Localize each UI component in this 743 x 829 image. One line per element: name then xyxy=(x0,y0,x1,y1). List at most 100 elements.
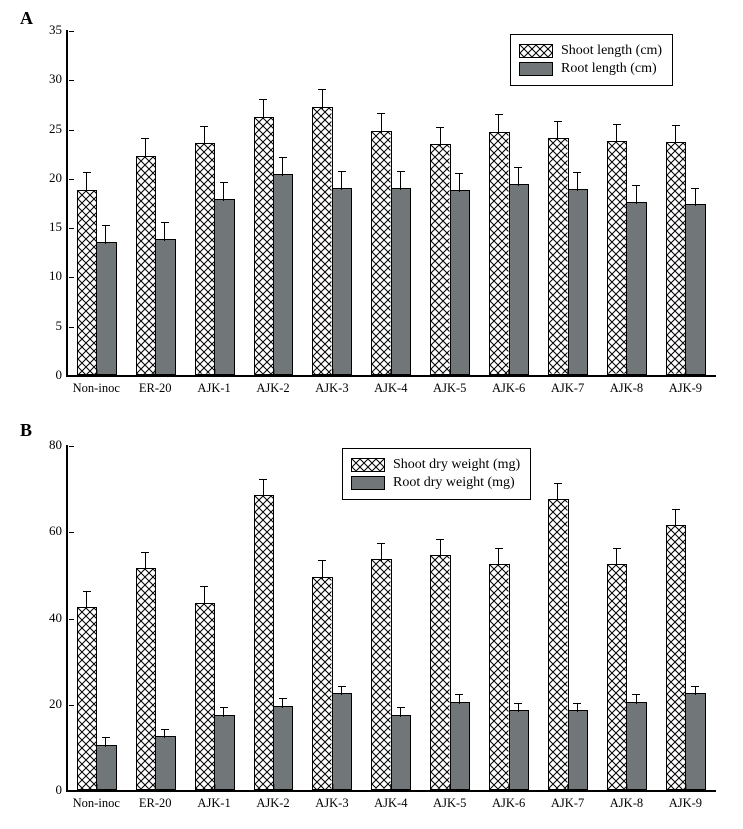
error-bar xyxy=(498,549,499,566)
bar xyxy=(155,736,175,790)
error-cap xyxy=(161,222,169,223)
error-bar xyxy=(204,127,205,146)
error-cap xyxy=(632,694,640,695)
panel-label-B: B xyxy=(20,420,32,441)
legend-item: Root length (cm) xyxy=(519,61,662,77)
error-bar xyxy=(145,553,146,570)
error-bar xyxy=(282,699,283,708)
error-bar xyxy=(695,687,696,696)
bar xyxy=(273,706,293,790)
bar xyxy=(371,131,391,375)
error-cap xyxy=(279,157,287,158)
bar xyxy=(273,174,293,375)
error-cap xyxy=(495,114,503,115)
legend-label: Shoot dry weight (mg) xyxy=(393,457,520,473)
ytick: 40 xyxy=(49,610,68,626)
bar xyxy=(312,107,332,375)
xtick: AJK-3 xyxy=(315,790,348,811)
bar xyxy=(430,144,450,375)
bar xyxy=(568,710,588,790)
error-cap xyxy=(141,138,149,139)
bar xyxy=(136,568,156,790)
bar xyxy=(96,745,116,790)
bar xyxy=(548,138,568,375)
bar xyxy=(548,499,568,790)
error-bar xyxy=(105,226,106,244)
xtick: AJK-4 xyxy=(374,375,407,396)
error-cap xyxy=(613,124,621,125)
ytick: 60 xyxy=(49,523,68,539)
xtick: Non-inoc xyxy=(73,790,120,811)
error-bar xyxy=(223,183,224,201)
error-bar xyxy=(695,189,696,207)
error-cap xyxy=(455,173,463,174)
error-bar xyxy=(498,115,499,134)
error-cap xyxy=(83,591,91,592)
bar xyxy=(607,141,627,375)
xtick: AJK-4 xyxy=(374,790,407,811)
error-cap xyxy=(436,539,444,540)
bar xyxy=(626,202,646,376)
xtick: AJK-7 xyxy=(551,790,584,811)
legend-label: Root length (cm) xyxy=(561,61,657,77)
error-cap xyxy=(377,543,385,544)
xtick: AJK-8 xyxy=(610,790,643,811)
ytick: 10 xyxy=(49,268,68,284)
xtick: AJK-8 xyxy=(610,375,643,396)
error-bar xyxy=(381,544,382,561)
xtick: AJK-9 xyxy=(669,790,702,811)
bar xyxy=(509,710,529,790)
error-cap xyxy=(455,694,463,695)
error-bar xyxy=(675,126,676,145)
error-cap xyxy=(613,548,621,549)
error-bar xyxy=(636,186,637,204)
xtick: Non-inoc xyxy=(73,375,120,396)
xtick: ER-20 xyxy=(139,375,172,396)
legend-item: Shoot length (cm) xyxy=(519,43,662,59)
ytick: 5 xyxy=(56,318,69,334)
error-cap xyxy=(632,185,640,186)
bar xyxy=(685,693,705,790)
error-cap xyxy=(259,479,267,480)
error-cap xyxy=(514,167,522,168)
bar xyxy=(371,559,391,790)
error-bar xyxy=(459,174,460,192)
error-cap xyxy=(377,113,385,114)
error-cap xyxy=(259,99,267,100)
error-cap xyxy=(220,182,228,183)
error-bar xyxy=(263,100,264,119)
error-cap xyxy=(514,703,522,704)
figure: A05101520253035Non-inocER-20AJK-1AJK-2AJ… xyxy=(0,0,743,829)
bar xyxy=(666,142,686,375)
error-cap xyxy=(436,127,444,128)
solid-swatch xyxy=(351,476,385,490)
ytick: 20 xyxy=(49,696,68,712)
error-cap xyxy=(573,703,581,704)
error-bar xyxy=(400,708,401,717)
error-bar xyxy=(518,168,519,186)
bar xyxy=(391,715,411,790)
ytick: 20 xyxy=(49,170,68,186)
bar xyxy=(685,204,705,375)
error-cap xyxy=(279,698,287,699)
ytick: 80 xyxy=(49,437,68,453)
bar xyxy=(489,132,509,376)
error-bar xyxy=(322,90,323,109)
bar xyxy=(626,702,646,790)
error-bar xyxy=(341,687,342,696)
error-bar xyxy=(164,223,165,241)
bar xyxy=(195,603,215,790)
xtick: AJK-5 xyxy=(433,790,466,811)
xtick: AJK-6 xyxy=(492,375,525,396)
legend-item: Root dry weight (mg) xyxy=(351,475,520,491)
ytick: 0 xyxy=(56,782,69,798)
error-bar xyxy=(322,561,323,578)
error-bar xyxy=(440,540,441,557)
error-cap xyxy=(554,121,562,122)
bar xyxy=(391,188,411,375)
error-cap xyxy=(573,172,581,173)
bar xyxy=(430,555,450,790)
legend-label: Shoot length (cm) xyxy=(561,43,662,59)
xtick: AJK-2 xyxy=(256,790,289,811)
error-cap xyxy=(318,560,326,561)
